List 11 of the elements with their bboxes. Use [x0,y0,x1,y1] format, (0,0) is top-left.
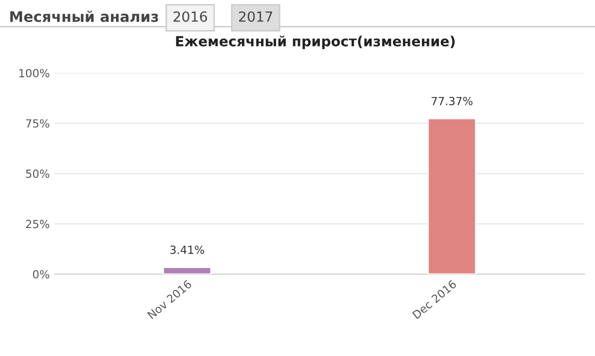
text: Месячный анализ [10,10,158,22]
y-tick-label: 25% [26,220,50,228]
y-tick-label: 50% [26,170,50,178]
y-tick-label: 100% [19,68,50,78]
data-label: 3.41% [170,246,204,254]
text: 2016 [174,11,208,22]
chart-title: Ежемесячный прирост(изменение) [176,36,455,50]
y-tick-label: 75% [26,119,50,128]
text: 2017 [239,11,272,22]
y-tick-label: 0% [32,270,50,278]
data-label: 77.37% [432,96,472,106]
